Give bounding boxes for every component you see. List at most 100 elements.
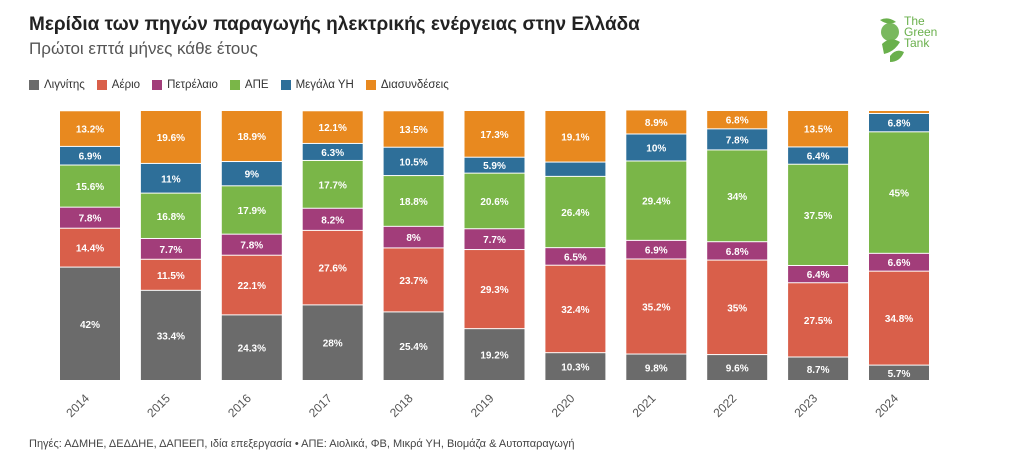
bar-segment bbox=[707, 129, 768, 150]
bar-segment bbox=[788, 357, 849, 380]
legend-label: ΑΠΕ bbox=[244, 79, 269, 91]
x-tick-label: 2020 bbox=[549, 391, 578, 420]
bar-segment bbox=[140, 111, 201, 163]
bar-segment bbox=[464, 157, 525, 173]
bar-segment bbox=[545, 111, 606, 162]
bar-segment bbox=[60, 267, 120, 380]
data-label: 7.7% bbox=[160, 245, 183, 256]
legend-item: Μεγάλα ΥΗ bbox=[280, 79, 354, 91]
legend-label: Πετρέλαιο bbox=[167, 79, 218, 91]
x-tick-label: 2018 bbox=[387, 391, 416, 420]
legend-item: Πετρέλαιο bbox=[152, 79, 218, 91]
bar-segment bbox=[707, 242, 768, 260]
data-label: 6.8% bbox=[726, 247, 749, 258]
bar-segment bbox=[788, 164, 849, 265]
bar-segment bbox=[464, 173, 525, 229]
data-label: 9.6% bbox=[726, 364, 749, 375]
bar-segment bbox=[707, 355, 768, 380]
bar-segment bbox=[869, 271, 929, 365]
x-tick-label: 2019 bbox=[468, 391, 497, 420]
bar-segment bbox=[707, 111, 768, 129]
legend-item: Διασυνδέσεις bbox=[365, 79, 449, 91]
data-label: 9% bbox=[245, 170, 260, 181]
bar-segment bbox=[464, 329, 525, 380]
data-label: 22.1% bbox=[238, 281, 266, 292]
bar-segment bbox=[545, 162, 606, 176]
bar-segment bbox=[383, 176, 444, 226]
bar-segment bbox=[60, 165, 120, 207]
data-label: 8.2% bbox=[321, 215, 344, 226]
data-label: 5.7% bbox=[888, 369, 911, 380]
bar-segment bbox=[545, 248, 606, 265]
x-tick-label: 2015 bbox=[144, 391, 173, 420]
bar-segment bbox=[140, 193, 201, 238]
bar-segment bbox=[221, 315, 282, 380]
data-label: 6.4% bbox=[807, 270, 830, 281]
data-label: 29.4% bbox=[642, 197, 670, 208]
data-label: 6.3% bbox=[321, 148, 344, 159]
data-label: 17.7% bbox=[319, 180, 347, 191]
bar-segment bbox=[869, 253, 929, 271]
logo-text: The Green Tank bbox=[904, 14, 938, 50]
x-tick-label: 2014 bbox=[63, 391, 92, 420]
source-note: Πηγές: ΑΔΜΗΕ, ΔΕΔΔΗΕ, ΔΑΠΕΕΠ, ιδία επεξε… bbox=[29, 438, 575, 450]
bar-segment bbox=[626, 134, 687, 161]
bar-segment bbox=[221, 162, 282, 186]
x-tick-label: 2023 bbox=[791, 391, 820, 420]
data-label: 42% bbox=[80, 320, 100, 331]
data-label: 19.2% bbox=[480, 351, 508, 362]
legend-item: Αέριο bbox=[96, 79, 141, 91]
data-label: 25.4% bbox=[399, 342, 427, 353]
bar-segment bbox=[626, 354, 687, 380]
bar-segment bbox=[302, 111, 363, 143]
legend-label: Αέριο bbox=[111, 79, 141, 91]
data-label: 5.9% bbox=[483, 161, 506, 172]
data-label: 16.8% bbox=[157, 212, 185, 223]
bar-segment bbox=[383, 248, 444, 312]
data-label: 34.8% bbox=[885, 314, 913, 325]
chart-subtitle: Πρώτοι επτά μήνες κάθε έτους bbox=[29, 39, 258, 58]
x-tick-label: 2016 bbox=[225, 391, 254, 420]
data-label: 20.6% bbox=[480, 197, 508, 208]
legend-label: Μεγάλα ΥΗ bbox=[295, 79, 354, 91]
data-label: 19.6% bbox=[157, 133, 185, 144]
bar-segment bbox=[60, 228, 120, 267]
legend-swatch bbox=[280, 80, 291, 90]
bar-segment bbox=[869, 111, 929, 113]
legend-swatch bbox=[29, 80, 39, 90]
bar-segment bbox=[626, 161, 687, 240]
data-label: 28% bbox=[323, 339, 343, 350]
data-label: 13.5% bbox=[804, 125, 832, 136]
data-label: 17.3% bbox=[480, 130, 508, 141]
data-label: 18.8% bbox=[399, 197, 427, 208]
bar-segment bbox=[788, 111, 849, 147]
data-label: 12.1% bbox=[319, 123, 347, 134]
bar-segment bbox=[788, 147, 849, 164]
data-label: 27.5% bbox=[804, 316, 832, 327]
data-label: 6.8% bbox=[888, 119, 911, 130]
bar-segment bbox=[302, 160, 363, 208]
data-label: 7.8% bbox=[726, 135, 749, 146]
data-label: 13.2% bbox=[76, 125, 104, 136]
bar-segment bbox=[302, 208, 363, 230]
bar-segment bbox=[869, 365, 929, 380]
x-tick-label: 2022 bbox=[711, 391, 740, 420]
data-label: 10.5% bbox=[399, 157, 427, 168]
bar-segment bbox=[302, 143, 363, 160]
data-label: 7.7% bbox=[483, 235, 506, 246]
data-label: 10.3% bbox=[561, 363, 589, 374]
legend-label: Λιγνίτης bbox=[44, 79, 85, 91]
legend-swatch bbox=[96, 80, 107, 90]
data-label: 8.9% bbox=[645, 118, 668, 129]
data-label: 23.7% bbox=[399, 276, 427, 287]
bar-segment bbox=[221, 234, 282, 255]
data-label: 17.9% bbox=[238, 206, 266, 217]
data-label: 6.5% bbox=[564, 252, 587, 263]
data-label: 37.5% bbox=[804, 211, 832, 222]
data-label: 7.8% bbox=[79, 214, 102, 225]
bar-segment bbox=[140, 290, 201, 380]
bar-segment bbox=[626, 110, 687, 134]
x-tick-label: 2021 bbox=[630, 391, 659, 420]
bar-segment bbox=[707, 150, 768, 242]
data-label: 6.6% bbox=[888, 258, 911, 269]
